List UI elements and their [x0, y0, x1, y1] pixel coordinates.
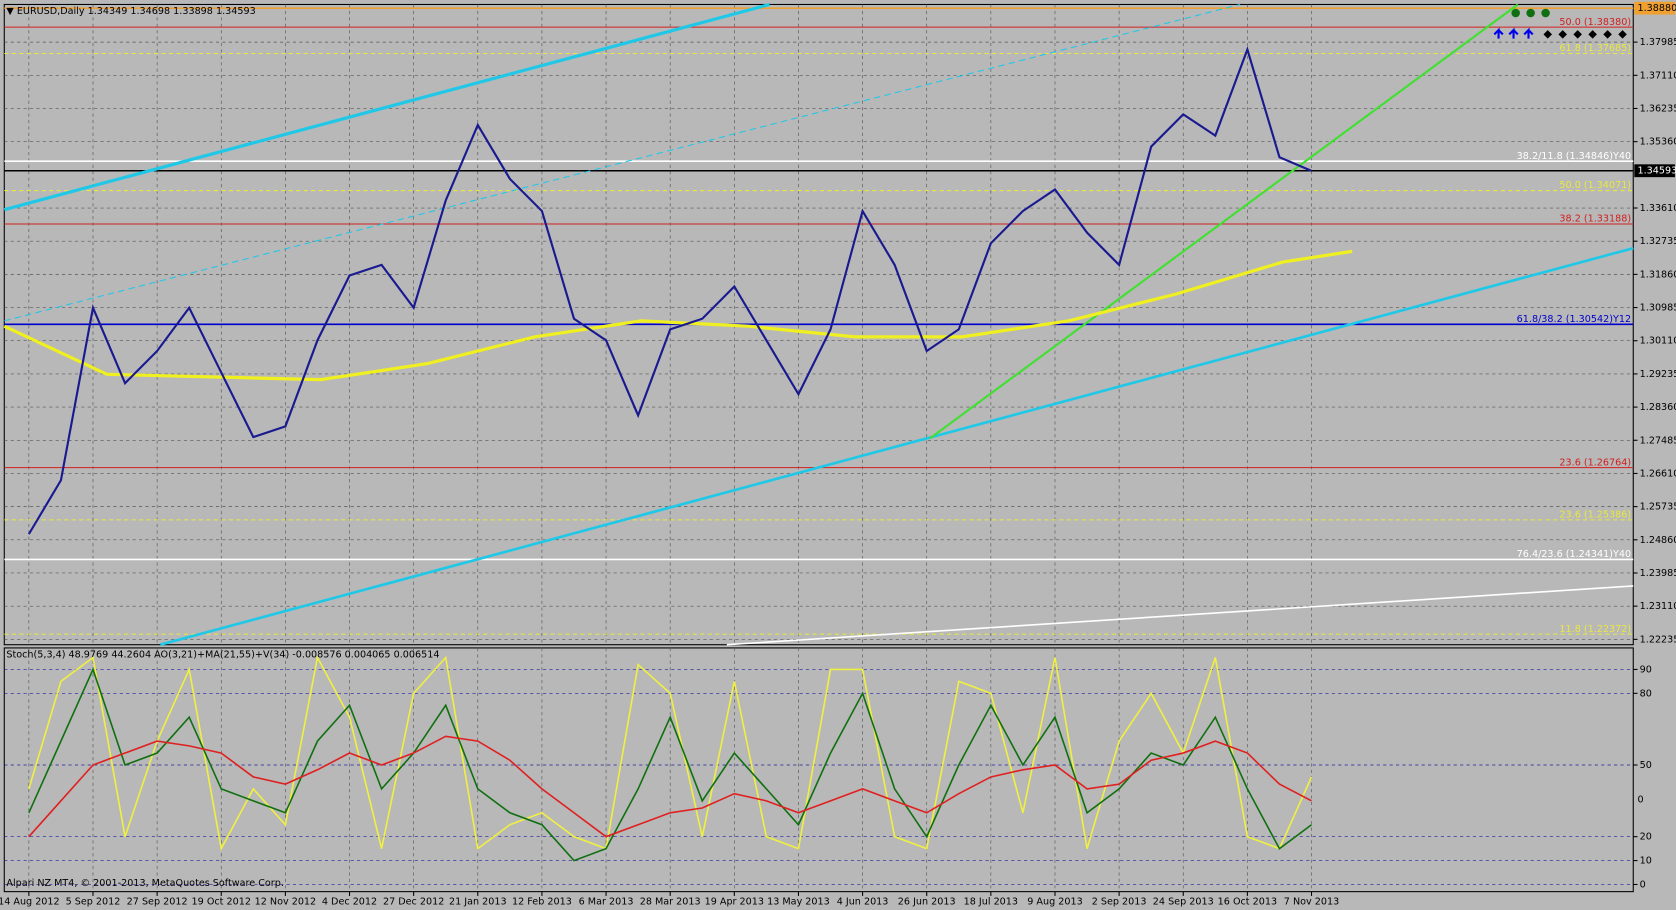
x-tick-label: 9 Aug 2013 — [1027, 896, 1082, 907]
y-tick-label: 1.22235 — [1640, 634, 1676, 645]
icon — [1526, 8, 1535, 18]
copyright: Alpari NZ MT4, © 2001-2013, MetaQuotes S… — [6, 878, 284, 889]
y-tick-label: 50 — [1640, 760, 1652, 771]
x-tick-label: 16 Oct 2013 — [1218, 896, 1277, 907]
icon — [1541, 8, 1550, 18]
channel-line — [4, 3, 1241, 322]
chart-header: ▼ EURUSD,Daily 1.34349 1.34698 1.33898 1… — [6, 6, 255, 17]
y-tick-label: 1.27485 — [1640, 435, 1676, 446]
trendlines — [3, 2, 1634, 647]
moving-average — [3, 249, 1353, 382]
x-tick-label: 4 Jun 2013 — [837, 896, 889, 907]
y-tick-label: 10 — [1640, 856, 1652, 867]
y-tick-label: 1.37985 — [1640, 37, 1676, 48]
y-tick-label: 1.33610 — [1640, 203, 1676, 214]
y-tick-label: 1.31860 — [1640, 269, 1676, 280]
x-tick-label: 19 Apr 2013 — [705, 896, 764, 907]
y-tick-label: 1.29235 — [1640, 369, 1676, 380]
level-label: 61.8/38.2 (1.30542)Y12 — [1517, 314, 1631, 325]
y-tick-label: 1.32735 — [1640, 236, 1676, 247]
x-tick-label: 19 Oct 2012 — [192, 896, 251, 907]
x-tick-label: 26 Jun 2013 — [898, 896, 956, 907]
x-tick-label: 27 Sep 2012 — [127, 896, 188, 907]
x-tick-label: 21 Jan 2013 — [449, 896, 507, 907]
x-tick-label: 12 Nov 2012 — [255, 896, 317, 907]
y-tick-label: 90 — [1640, 664, 1652, 675]
level-label: 23.6 (1.26764) — [1559, 457, 1631, 468]
x-tick-label: 27 Dec 2012 — [383, 896, 444, 907]
indicator-header: Stoch(5,3,4) 48.9769 44.2604 AO(3,21)+MA… — [6, 649, 439, 660]
icon — [1493, 27, 1534, 39]
y-tick-label: 20 — [1640, 832, 1652, 843]
y-tick-label: 1.28360 — [1640, 402, 1676, 413]
level-label: 50.0 (1.38380) — [1559, 17, 1631, 28]
level-label: 50.0 (1.34071) — [1559, 180, 1631, 191]
zero-label: 0 — [1638, 795, 1644, 806]
channel-line — [3, 2, 771, 212]
x-tick-label: 14 Aug 2012 — [0, 896, 60, 907]
price-marker-label: 1.38880 — [1638, 3, 1676, 14]
price-marker-label: 1.34593 — [1638, 166, 1676, 177]
trend-line — [929, 3, 1519, 440]
series-line — [28, 655, 1313, 852]
x-tick-label: 13 May 2013 — [767, 896, 830, 907]
icon — [1543, 30, 1627, 39]
y-tick-label: 1.35360 — [1640, 137, 1676, 148]
y-tick-label: 80 — [1640, 688, 1652, 699]
y-tick-label: 1.30110 — [1640, 336, 1676, 347]
y-tick-label: 1.36235 — [1640, 103, 1676, 114]
level-label: 11.8 (1.22372) — [1559, 624, 1631, 635]
x-tick-label: 4 Dec 2012 — [322, 896, 377, 907]
level-label: 23.6 (1.25386) — [1559, 510, 1631, 521]
x-tick-label: 2 Sep 2013 — [1092, 896, 1147, 907]
price-marker — [1634, 164, 1675, 178]
series-line — [27, 46, 1312, 535]
x-tick-label: 7 Nov 2013 — [1284, 896, 1339, 907]
y-tick-label: 1.25735 — [1640, 502, 1676, 513]
level-label: 61.8 (1.37685) — [1559, 43, 1631, 54]
y-tick-label: 1.37110 — [1640, 70, 1676, 81]
series-line — [28, 735, 1312, 838]
series-line — [28, 667, 1312, 862]
x-tick-label: 6 Mar 2013 — [579, 896, 634, 907]
icon — [1511, 8, 1520, 18]
level-label: 38.2/11.8 (1.34846)Y40 — [1517, 151, 1631, 162]
trend-line — [726, 585, 1634, 646]
y-tick-label: 0 — [1640, 879, 1646, 890]
indicator-frame — [3, 647, 1634, 893]
y-tick-label: 1.26610 — [1640, 468, 1676, 479]
channel-line — [159, 246, 1634, 647]
y-tick-label: 1.23985 — [1640, 568, 1676, 579]
x-tick-label: 5 Sep 2012 — [66, 896, 121, 907]
x-tick-label: 12 Feb 2013 — [512, 896, 572, 907]
y-tick-label: 1.30985 — [1640, 303, 1676, 314]
price-marker — [1634, 1, 1675, 15]
x-tick-label: 18 Jul 2013 — [964, 896, 1018, 907]
signal-icons — [1493, 8, 1627, 39]
y-tick-label: 1.24860 — [1640, 535, 1676, 546]
level-label: 38.2 (1.33188) — [1559, 214, 1631, 225]
y-tick-label: 1.23110 — [1640, 601, 1676, 612]
level-label: 76.4/23.6 (1.24341)Y40 — [1517, 549, 1631, 560]
x-tick-label: 28 Mar 2013 — [640, 896, 701, 907]
x-tick-label: 24 Sep 2013 — [1153, 896, 1214, 907]
